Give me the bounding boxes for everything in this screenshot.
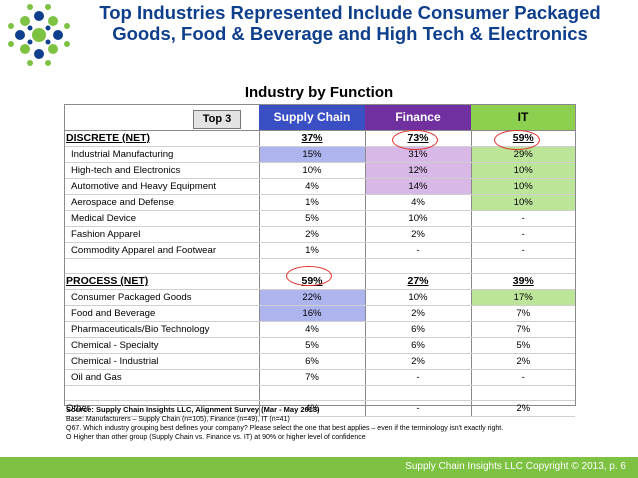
cell-finance: 31% bbox=[364, 146, 471, 163]
table-title: Industry by Function bbox=[244, 84, 394, 101]
spacer-row bbox=[65, 385, 575, 401]
table-row: Fashion Apparel 2% 2% - bbox=[65, 226, 575, 243]
cell-it: 29% bbox=[470, 146, 575, 163]
cell-finance: - bbox=[364, 242, 471, 259]
cell-supply-chain: 4% bbox=[258, 178, 365, 195]
cell-finance: 12% bbox=[364, 162, 471, 179]
cell-it: 39% bbox=[470, 273, 575, 290]
row-label: Other bbox=[65, 400, 259, 417]
top3-cell: Top 3 bbox=[65, 105, 259, 131]
cell-finance: - bbox=[364, 369, 471, 386]
cell-supply-chain: 6% bbox=[258, 353, 365, 370]
page-title: Top Industries Represented Include Consu… bbox=[99, 2, 601, 44]
cell-finance: 14% bbox=[364, 178, 471, 195]
row-label: Food and Beverage bbox=[65, 305, 259, 322]
cell-supply-chain: 2% bbox=[258, 226, 365, 243]
source-line: Source: Supply Chain Insights LLC, Align… bbox=[66, 405, 320, 414]
table-row: Chemical - Industrial 6% 2% 2% bbox=[65, 353, 575, 370]
cell-supply-chain: 10% bbox=[258, 162, 365, 179]
cell-supply-chain: 5% bbox=[258, 210, 365, 227]
legend-line: O Higher than other group (Supply Chain … bbox=[66, 434, 366, 441]
cell-it: 5% bbox=[470, 337, 575, 354]
table-row: Commodity Apparel and Footwear 1% - - bbox=[65, 242, 575, 259]
cell-it: 10% bbox=[470, 194, 575, 211]
copyright-text: Supply Chain Insights LLC Copyright © 20… bbox=[405, 461, 626, 472]
question-line: Q67. Which industry grouping best define… bbox=[66, 425, 504, 432]
cell-finance: 2% bbox=[364, 226, 471, 243]
cell-it: 2% bbox=[470, 400, 575, 417]
cell-supply-chain: 4% bbox=[258, 400, 365, 417]
cell-supply-chain: 1% bbox=[258, 242, 365, 259]
cell-supply-chain: 4% bbox=[258, 321, 365, 338]
company-logo bbox=[8, 4, 70, 66]
row-label: Chemical - Industrial bbox=[65, 353, 259, 370]
table-row: Oil and Gas 7% - - bbox=[65, 369, 575, 386]
table-row: Aerospace and Defense 1% 4% 10% bbox=[65, 194, 575, 211]
row-label: Chemical - Specialty bbox=[65, 337, 259, 354]
table-row: Chemical - Specialty 5% 6% 5% bbox=[65, 337, 575, 354]
cell-supply-chain: 22% bbox=[258, 289, 365, 306]
cell-finance: 2% bbox=[364, 305, 471, 322]
row-label: Pharmaceuticals/Bio Technology bbox=[65, 321, 259, 338]
significance-circle-discrete-it bbox=[494, 130, 540, 150]
top3-badge: Top 3 bbox=[193, 109, 241, 129]
table-row: Other 4% - 2% bbox=[65, 400, 575, 417]
footer-bar: Supply Chain Insights LLC Copyright © 20… bbox=[0, 457, 638, 478]
row-label: Consumer Packaged Goods bbox=[65, 289, 259, 306]
cell-finance: 27% bbox=[364, 273, 471, 290]
table-row: High-tech and Electronics 10% 12% 10% bbox=[65, 162, 575, 179]
cell-it: - bbox=[470, 210, 575, 227]
row-label: PROCESS (NET) bbox=[65, 273, 259, 290]
cell-finance: - bbox=[364, 400, 471, 417]
cell-supply-chain: 37% bbox=[258, 130, 365, 147]
cell-it: 2% bbox=[470, 353, 575, 370]
significance-circle-discrete-finance bbox=[392, 130, 438, 150]
cell-supply-chain: 16% bbox=[258, 305, 365, 322]
row-label: Oil and Gas bbox=[65, 369, 259, 386]
row-label: Medical Device bbox=[65, 210, 259, 227]
cell-finance: 4% bbox=[364, 194, 471, 211]
cell-supply-chain: 1% bbox=[258, 194, 365, 211]
cell-finance: 6% bbox=[364, 337, 471, 354]
industry-table: Top 3 Supply Chain Finance IT DISCRETE (… bbox=[64, 104, 576, 417]
cell-supply-chain: 5% bbox=[258, 337, 365, 354]
table-row: Industrial Manufacturing 15% 31% 29% bbox=[65, 146, 575, 163]
table-row: Pharmaceuticals/Bio Technology 4% 6% 7% bbox=[65, 321, 575, 338]
row-label: DISCRETE (NET) bbox=[65, 130, 259, 147]
cell-supply-chain: 7% bbox=[258, 369, 365, 386]
table-row: Food and Beverage 16% 2% 7% bbox=[65, 305, 575, 322]
cell-finance: 10% bbox=[364, 210, 471, 227]
column-header-it: IT bbox=[471, 105, 575, 131]
column-header-finance: Finance bbox=[365, 105, 471, 131]
row-label: Industrial Manufacturing bbox=[65, 146, 259, 163]
column-header-supply-chain: Supply Chain bbox=[259, 105, 365, 131]
row-label: Aerospace and Defense bbox=[65, 194, 259, 211]
source-notes: Source: Supply Chain Insights LLC, Align… bbox=[66, 405, 626, 442]
row-label: High-tech and Electronics bbox=[65, 162, 259, 179]
cell-it: 10% bbox=[470, 178, 575, 195]
cell-it: 10% bbox=[470, 162, 575, 179]
base-line: Base: Manufacturers – Supply Chain (n=10… bbox=[66, 416, 290, 423]
cell-it: 17% bbox=[470, 289, 575, 306]
table-header-row: Top 3 Supply Chain Finance IT bbox=[65, 105, 575, 131]
cell-it: - bbox=[470, 242, 575, 259]
table-row: Automotive and Heavy Equipment 4% 14% 10… bbox=[65, 178, 575, 195]
cell-supply-chain: 15% bbox=[258, 146, 365, 163]
cell-it: - bbox=[470, 226, 575, 243]
cell-finance: 2% bbox=[364, 353, 471, 370]
cell-it: 7% bbox=[470, 305, 575, 322]
cell-finance: 6% bbox=[364, 321, 471, 338]
row-label: Automotive and Heavy Equipment bbox=[65, 178, 259, 195]
row-label: Fashion Apparel bbox=[65, 226, 259, 243]
cell-it: 7% bbox=[470, 321, 575, 338]
table-row: Consumer Packaged Goods 22% 10% 17% bbox=[65, 289, 575, 306]
table-row: Medical Device 5% 10% - bbox=[65, 210, 575, 227]
cell-finance: 10% bbox=[364, 289, 471, 306]
row-label: Commodity Apparel and Footwear bbox=[65, 242, 259, 259]
cell-it: - bbox=[470, 369, 575, 386]
significance-circle-process-supply-chain bbox=[286, 266, 332, 286]
